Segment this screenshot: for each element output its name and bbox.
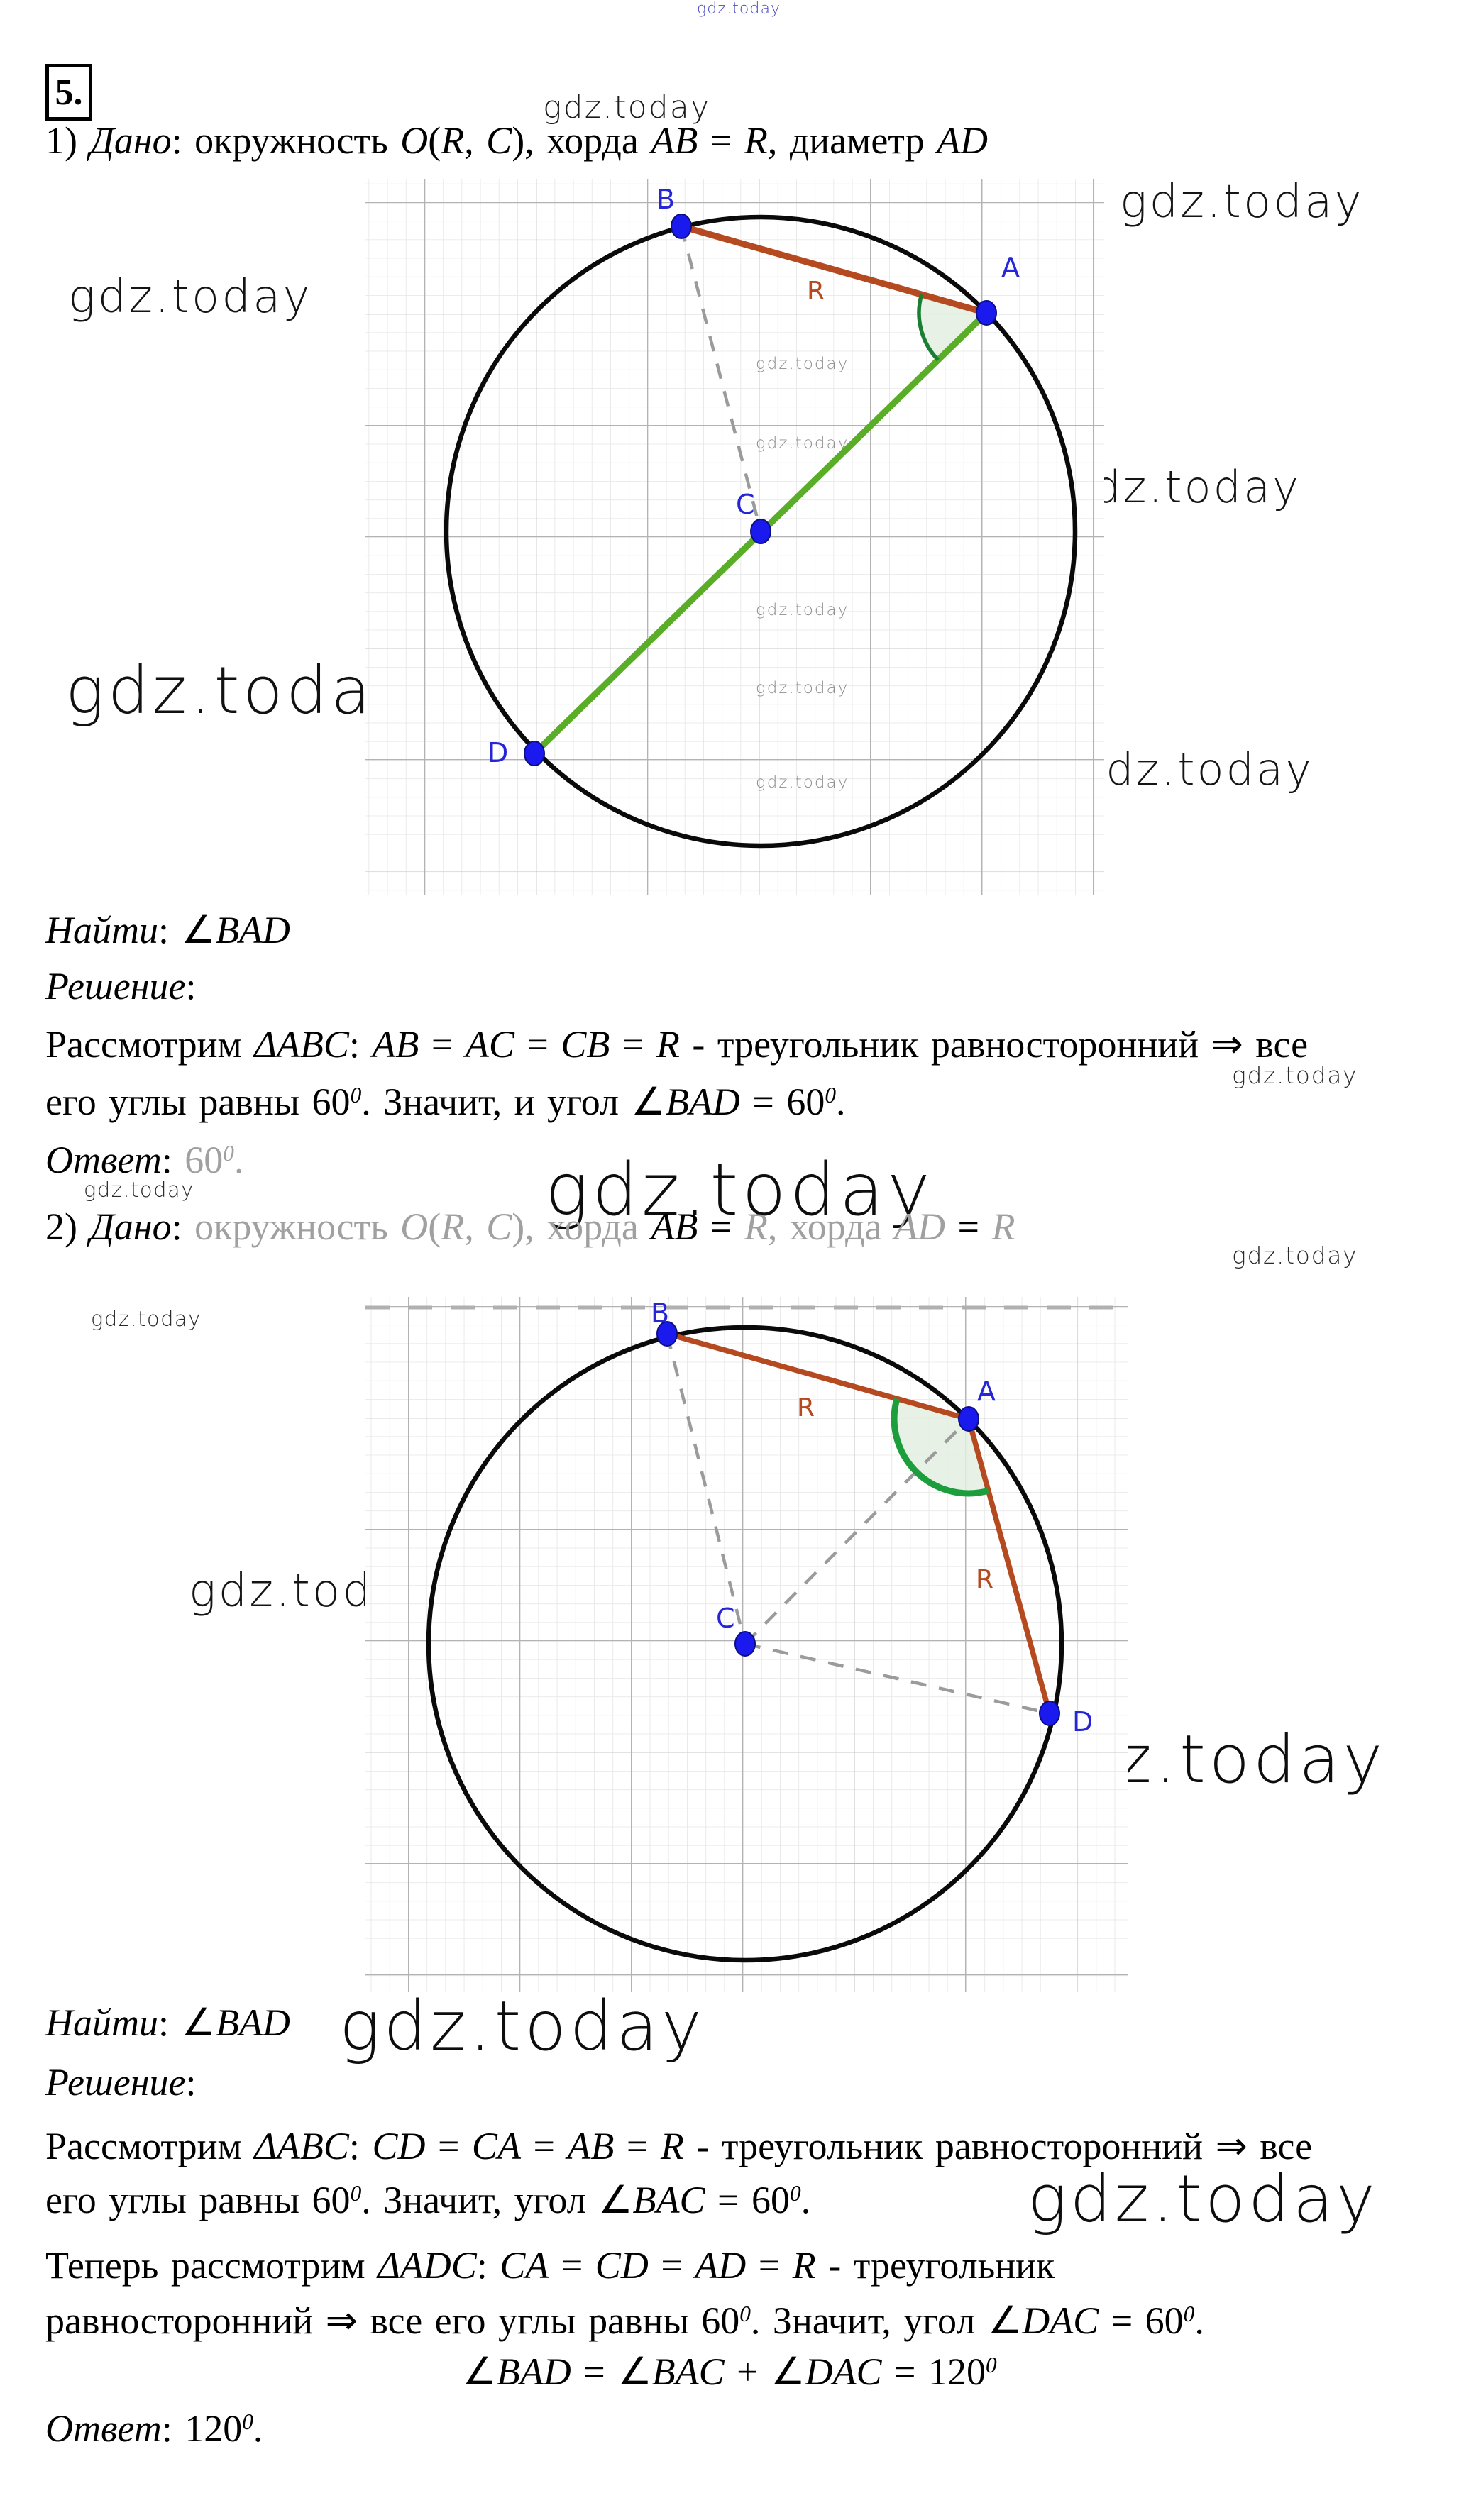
watermark-gdz: gdz.today (1028, 2161, 1379, 2237)
label-r-chord-ab: R (797, 1393, 815, 1422)
watermark-gdz: gdz.today (339, 1986, 705, 2066)
watermark-gdz: gdz.today (697, 0, 781, 18)
label-c: C (736, 489, 755, 520)
chord-ab (680, 223, 988, 316)
point-d (1039, 1701, 1060, 1726)
point-d (524, 741, 545, 766)
diagram1-circle-figure: gdz.today gdz.today gdz.today gdz.today … (365, 179, 1104, 895)
problem2-solution-line4: равносторонний ⇒ все его углы равны 600.… (45, 2298, 1204, 2343)
angle-bad-arc (891, 1398, 989, 1497)
segment-bc-dashed (665, 1333, 747, 1645)
label-b: B (651, 1298, 669, 1329)
segment-ca-dashed (744, 1418, 970, 1645)
problem1-answer: Ответ: 600. (45, 1139, 244, 1181)
watermark-gdz: gdz.today (756, 601, 849, 619)
label-r-chord-ab: R (807, 277, 825, 306)
segment-bc-dashed (679, 226, 763, 532)
problem2-solution-line2: его углы равны 600. Значит, угол ∠BAC = … (45, 2177, 811, 2222)
problem1-find: Найти: ∠BAD (45, 907, 290, 952)
problem2-given: 2) Дано: окружность O(R, C), хорда AB = … (45, 1205, 1015, 1248)
label-a: A (1001, 252, 1020, 283)
problem2-solution-label: Решение: (45, 2061, 197, 2104)
problem1-solution-line1: Рассмотрим ΔABC: AB = AC = CB = R - треу… (45, 1022, 1309, 1066)
problem1-solution-line2: его углы равны 600. Значит, и угол ∠BAD … (45, 1079, 846, 1124)
segment-cd-dashed (744, 1642, 1050, 1715)
problem1-solution-label: Решение: (45, 965, 197, 1007)
label-a: A (977, 1376, 996, 1407)
watermark-gdz: gdz.today (91, 1307, 202, 1331)
watermark-gdz: gdz.today (756, 434, 849, 453)
chord-ab (666, 1331, 970, 1422)
problem2-formula: ∠BAD = ∠BAC + ∠DAC = 1200 (462, 2349, 997, 2394)
watermark-gdz: gdz.today (1077, 744, 1314, 795)
label-d: D (1072, 1706, 1093, 1737)
point-c (734, 1631, 756, 1657)
watermark-gdz: gdz.today (68, 271, 312, 324)
watermark-gdz: gdz.today (756, 355, 849, 373)
diagram2-circle-figure: B A C D R R (365, 1297, 1128, 1992)
problem2-find: Найти: ∠BAD (45, 2000, 290, 2045)
watermark-gdz: gdz.today (1120, 176, 1364, 228)
point-a (976, 300, 997, 326)
problem-number-box: 5. (45, 64, 92, 121)
point-b (671, 214, 692, 239)
watermark-gdz: gdz.today (756, 679, 849, 697)
circle-outline (444, 214, 1078, 849)
circle-outline (426, 1325, 1064, 1963)
watermark-gdz: gdz.today (65, 653, 417, 729)
point-b (656, 1321, 678, 1347)
problem2-solution-line1: Рассмотрим ΔABC: CD = CA = AB = R - треу… (45, 2123, 1313, 2168)
problem1-given: 1) Дано: окружность O(R, C), хорда AB = … (45, 119, 989, 162)
label-b: B (656, 184, 675, 215)
chord-ad (966, 1418, 1052, 1714)
problem-number: 5. (55, 72, 83, 113)
label-d: D (488, 737, 508, 768)
label-c: C (716, 1603, 735, 1634)
watermark-gdz: gdz.today (1232, 1242, 1358, 1269)
label-r-chord-ad: R (976, 1565, 993, 1594)
angle-bad-arc (917, 294, 940, 362)
grid-major-lines (365, 179, 1104, 895)
problem2-answer: Ответ: 1200. (45, 2407, 263, 2450)
watermark-gdz: gdz.today (756, 773, 849, 792)
problem2-solution-line3: Теперь рассмотрим ΔADC: CA = CD = AD = R… (45, 2244, 1055, 2287)
point-a (958, 1406, 979, 1432)
point-c (750, 519, 771, 544)
